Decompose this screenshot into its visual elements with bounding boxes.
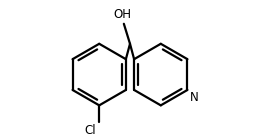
Text: OH: OH [113,8,131,22]
Text: N: N [190,91,198,104]
Text: Cl: Cl [84,124,96,137]
